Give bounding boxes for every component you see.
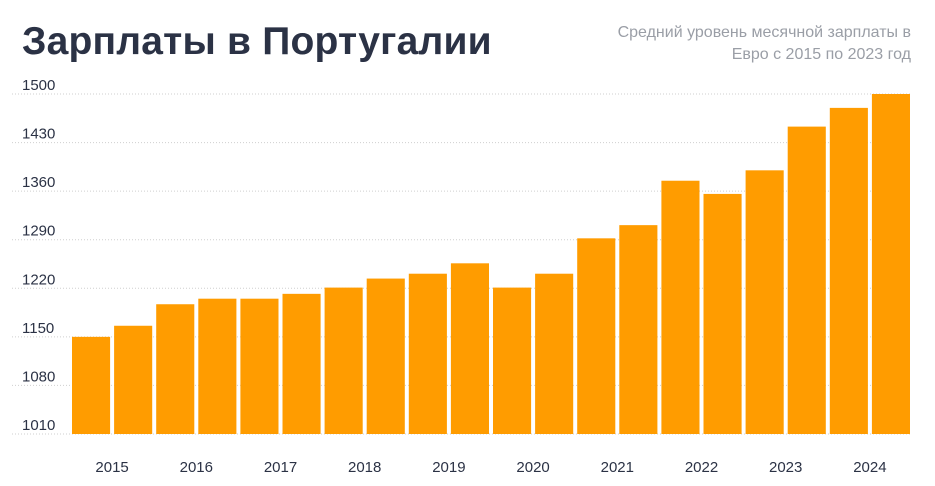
- bar: [156, 304, 195, 434]
- bar: [240, 298, 279, 434]
- x-tick-label: 2017: [264, 459, 297, 476]
- bar: [829, 107, 868, 434]
- bar: [366, 278, 405, 434]
- bar: [787, 126, 826, 435]
- y-tick-label: 1150: [22, 320, 54, 337]
- bar: [535, 273, 574, 434]
- x-tick-label: 2021: [601, 459, 634, 476]
- y-tick-label: 1290: [22, 223, 55, 240]
- bar: [871, 94, 910, 434]
- bar: [745, 170, 784, 434]
- bar: [198, 298, 237, 434]
- bar: [450, 263, 489, 434]
- chart-subtitle: Средний уровень месячной зарплаты в Евро…: [617, 24, 911, 63]
- x-tick-label: 2015: [95, 459, 128, 476]
- x-tick-label: 2024: [853, 459, 886, 476]
- bar: [493, 287, 532, 434]
- y-tick-label: 1220: [22, 271, 55, 288]
- y-tick-label: 1500: [22, 77, 55, 94]
- bar: [703, 193, 742, 434]
- bar: [661, 180, 700, 434]
- x-tick-label: 2023: [769, 459, 802, 476]
- bar: [408, 273, 447, 434]
- bar: [619, 225, 658, 434]
- y-tick-label: 1080: [22, 368, 55, 385]
- page-title: Зарплаты в Португалии: [22, 20, 492, 63]
- bar: [324, 287, 363, 434]
- x-tick-label: 2019: [432, 459, 465, 476]
- bar: [577, 238, 616, 434]
- y-tick-label: 1430: [22, 126, 55, 143]
- bar: [114, 325, 153, 434]
- y-tick-label: 1360: [22, 174, 55, 191]
- y-tick-label: 1010: [22, 417, 55, 434]
- x-tick-label: 2018: [348, 459, 381, 476]
- bar: [282, 293, 321, 434]
- x-tick-label: 2016: [180, 459, 213, 476]
- x-tick-label: 2020: [516, 459, 549, 476]
- x-tick-label: 2022: [685, 459, 718, 476]
- bar: [72, 336, 111, 434]
